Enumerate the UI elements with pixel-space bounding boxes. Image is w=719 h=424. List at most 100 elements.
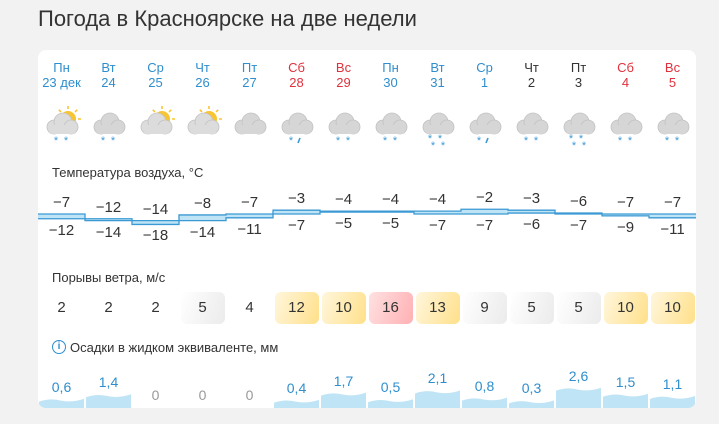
day-of-week: Чт <box>195 60 210 75</box>
day-header: Пн 30 <box>367 60 414 90</box>
day-date: 26 <box>195 75 210 90</box>
temperature-max-value: −12 <box>95 198 122 216</box>
temperature-max-value: −8 <box>193 194 212 212</box>
temperature-max-value: −7 <box>616 194 635 211</box>
temperature-min-value: −5 <box>334 215 353 233</box>
svg-text:*: * <box>63 135 68 147</box>
temperature-max-value: −3 <box>522 190 541 208</box>
day-of-week: Пн <box>382 60 399 75</box>
temperature-min-value: −11 <box>660 220 685 238</box>
page-title: Погода в Красноярске на две недели <box>38 6 417 31</box>
day-date: 5 <box>668 75 677 90</box>
day-date: 4 <box>621 75 630 90</box>
day-header: Вс 5 <box>649 60 696 90</box>
precip-bar <box>415 390 460 408</box>
day-header: Вт 24 <box>85 60 132 90</box>
wind-label: Порывы ветра, м/с <box>52 270 166 285</box>
temperature-min-value: −11 <box>237 220 262 238</box>
svg-text:*: * <box>382 135 387 147</box>
day-header: Вс 29 <box>320 60 367 90</box>
precip-value: 0,3 <box>521 380 542 397</box>
temperature-min-line <box>38 211 696 226</box>
temperature-min-value: −14 <box>189 223 216 241</box>
temperature-min-value: −12 <box>48 221 75 239</box>
day-of-week: Вс <box>335 60 352 75</box>
precip-value: 0,4 <box>286 379 307 396</box>
partly-cloudy-snow-icon: * * <box>46 106 81 147</box>
wind-gust-value: 10 <box>603 292 648 324</box>
precip-bar <box>368 399 413 408</box>
precip-bar <box>556 387 601 408</box>
precip-value: 1,1 <box>662 375 683 392</box>
day-date: 23 дек <box>42 75 81 90</box>
svg-text:*: * <box>627 135 632 147</box>
info-icon[interactable]: i <box>52 340 66 354</box>
cloudy-snow-icon: * * <box>657 112 689 147</box>
forecast-card: Пн 23 дек Вт 24 Ср 25 Чт 26 Пт 27 Сб 28 Вс 29 Пн 30 Вт 31… <box>38 50 696 408</box>
precip-bar <box>603 393 648 408</box>
temperature-max-value: −4 <box>334 191 353 209</box>
day-header-row: Пн 23 дек Вт 24 Ср 25 Чт 26 Пт 27 Сб 28 Вс 29 Пн 30 Вт 31… <box>38 60 696 94</box>
wind-gust-value: 16 <box>368 292 413 324</box>
day-date: 24 <box>101 75 116 90</box>
temperature-band <box>38 208 696 226</box>
svg-text:*: * <box>430 140 435 152</box>
wind-gust-value: 5 <box>509 292 554 324</box>
day-date: 1 <box>480 75 489 90</box>
day-of-week: Вт <box>101 60 116 75</box>
temperature-min-value: −7 <box>475 217 494 234</box>
precip-value: 2,1 <box>427 370 448 387</box>
day-of-week: Пн <box>53 60 70 75</box>
precip-value: 0 <box>151 387 160 403</box>
precip-value: 0,6 <box>51 378 72 395</box>
day-header: Чт 2 <box>508 60 555 90</box>
wind-gust-value: 4 <box>245 299 254 316</box>
cloudy-snow-icon: * * <box>328 112 360 147</box>
precip-value: 0 <box>245 387 254 403</box>
day-of-week: Пт <box>570 60 587 75</box>
day-header: Пт 27 <box>226 60 273 90</box>
day-of-week: Вс <box>664 60 681 75</box>
precip-value: 0,8 <box>474 377 495 394</box>
precip-bar <box>650 395 695 408</box>
precip-bar <box>462 397 507 408</box>
temperature-max-value: −7 <box>240 194 259 211</box>
temperature-min-value: −14 <box>95 223 122 241</box>
day-of-week: Пт <box>241 60 258 75</box>
precip-bar <box>509 400 554 408</box>
day-date: 2 <box>527 75 536 90</box>
svg-text:*: * <box>427 133 432 145</box>
day-header: Пт 3 <box>555 60 602 90</box>
temperature-max-value: −4 <box>381 191 400 209</box>
temperature-label: Температура воздуха, °C <box>52 165 204 180</box>
precip-value: 0,5 <box>380 379 401 396</box>
cloudy-sleet-icon: * <box>281 112 313 147</box>
temperature-min-value: −7 <box>569 217 588 234</box>
svg-text:*: * <box>533 135 538 147</box>
day-header: Вт 31 <box>414 60 461 90</box>
precip-bars <box>39 387 695 408</box>
precip-value: 1,5 <box>615 373 636 390</box>
precip-bar <box>39 398 84 408</box>
wind-gust-value: 9 <box>462 292 507 324</box>
svg-text:*: * <box>335 135 340 147</box>
svg-text:*: * <box>288 135 293 147</box>
wind-gust-value: 5 <box>180 292 225 324</box>
precip-value: 0 <box>198 387 207 403</box>
temperature-max-value: −14 <box>142 200 169 218</box>
day-date: 28 <box>289 75 304 90</box>
svg-text:*: * <box>110 135 115 147</box>
wind-gust-value: 5 <box>556 292 601 324</box>
temperature-min-value: −6 <box>522 216 541 234</box>
cloudy-snow-icon: * * <box>610 112 642 147</box>
day-date: 27 <box>242 75 257 90</box>
svg-text:*: * <box>581 140 586 152</box>
svg-text:*: * <box>674 135 679 147</box>
svg-text:*: * <box>437 133 442 145</box>
day-of-week: Ср <box>476 60 493 75</box>
temperature-max-value: −6 <box>569 193 588 211</box>
cloudy-heavy-snow-icon: * ** * <box>563 112 595 152</box>
temperature-max-value: −7 <box>663 194 682 211</box>
day-header: Чт 26 <box>179 60 226 90</box>
precip-value: 2,6 <box>568 367 589 384</box>
